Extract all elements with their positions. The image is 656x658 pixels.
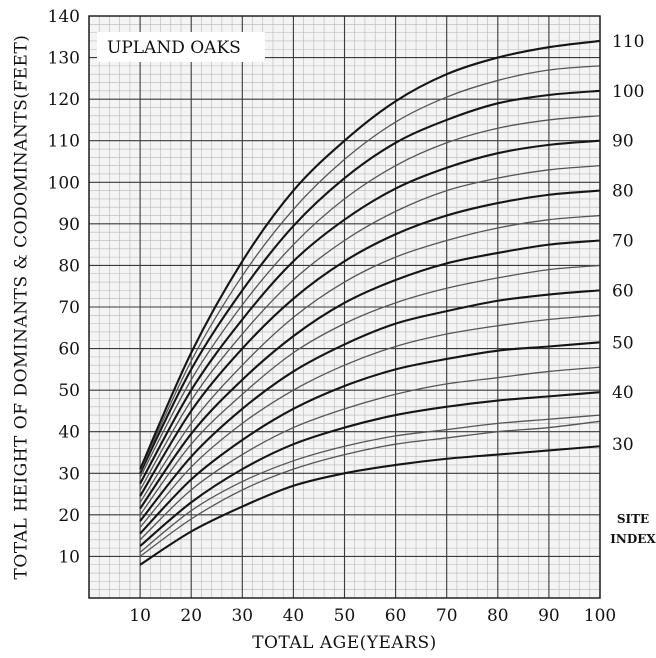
x-tick-label: 40 [283, 606, 305, 626]
site-index-label-line2: INDEX [610, 532, 656, 546]
site-index-value-label: 110 [612, 32, 644, 52]
site-index-curve-7 [139, 289, 601, 522]
site-index-value-label: 100 [612, 82, 644, 102]
site-index-curve-14 [139, 115, 601, 478]
y-tick-label: 30 [58, 464, 80, 484]
site-index-curve-3 [139, 391, 601, 547]
site-index-labels: 110 100 90 80 70 60 50 40 30 [612, 32, 644, 455]
y-tick-label: 80 [58, 256, 80, 276]
site-index-curve-10 [139, 214, 601, 503]
site-index-curves [139, 39, 601, 566]
chart-title-box [97, 32, 265, 62]
site-index-curve-6 [139, 314, 601, 528]
site-index-curve-16 [139, 65, 601, 472]
y-tick-label: 40 [58, 423, 80, 443]
site-index-value-label: 30 [612, 435, 634, 455]
y-tick-label: 60 [58, 340, 80, 360]
x-tick-label: 60 [385, 606, 407, 626]
site-index-value-label: 40 [612, 383, 634, 403]
y-tick-label: 90 [58, 215, 80, 235]
site-index-curve-13 [139, 139, 601, 485]
site-index-curve-4 [139, 366, 601, 541]
y-tick-label: 70 [58, 298, 80, 318]
site-index-label-line1: SITE [617, 512, 649, 526]
site-index-value-label: 90 [612, 132, 634, 152]
x-tick-label: 50 [334, 606, 356, 626]
y-tick-label: 10 [58, 547, 80, 567]
x-axis-ticks: 10 20 30 40 50 60 70 80 90 100 [129, 606, 616, 626]
x-tick-label: 100 [584, 606, 616, 626]
y-tick-label: 130 [48, 49, 80, 69]
site-index-curve-12 [139, 165, 601, 491]
site-index-value-label: 80 [612, 182, 634, 202]
x-tick-label: 70 [436, 606, 458, 626]
x-tick-label: 90 [538, 606, 560, 626]
x-tick-label: 10 [129, 606, 151, 626]
x-tick-label: 30 [231, 606, 253, 626]
x-axis-title: TOTAL AGE(YEARS) [252, 633, 437, 653]
chart-title: UPLAND OAKS [107, 38, 241, 58]
site-index-curve-15 [139, 89, 601, 474]
plot-frame [88, 15, 601, 599]
site-index-curve-2 [139, 414, 601, 553]
y-tick-label: 120 [48, 90, 80, 110]
site-index-value-label: 70 [612, 231, 634, 251]
y-tick-label: 110 [48, 132, 80, 152]
site-index-curve-1 [139, 420, 601, 557]
site-index-curve-0 [139, 445, 601, 566]
y-tick-label: 20 [58, 506, 80, 526]
y-tick-label: 100 [48, 173, 80, 193]
site-index-curve-8 [139, 264, 601, 516]
y-axis-ticks: 10 20 30 40 50 60 70 80 90 100 110 120 130 140 [48, 7, 80, 567]
x-tick-label: 80 [487, 606, 509, 626]
y-axis-title: TOTAL HEIGHT OF DOMINANTS & CODOMINANTS(… [12, 35, 32, 580]
x-tick-label: 20 [180, 606, 202, 626]
site-index-curve-5 [139, 341, 601, 535]
site-index-value-label: 50 [612, 333, 634, 353]
site-index-curve-11 [139, 189, 601, 497]
y-tick-label: 140 [48, 7, 80, 27]
site-index-curve-17 [139, 39, 601, 470]
site-index-value-label: 60 [612, 281, 634, 301]
y-tick-label: 50 [58, 381, 80, 401]
site-index-curve-9 [139, 239, 601, 510]
